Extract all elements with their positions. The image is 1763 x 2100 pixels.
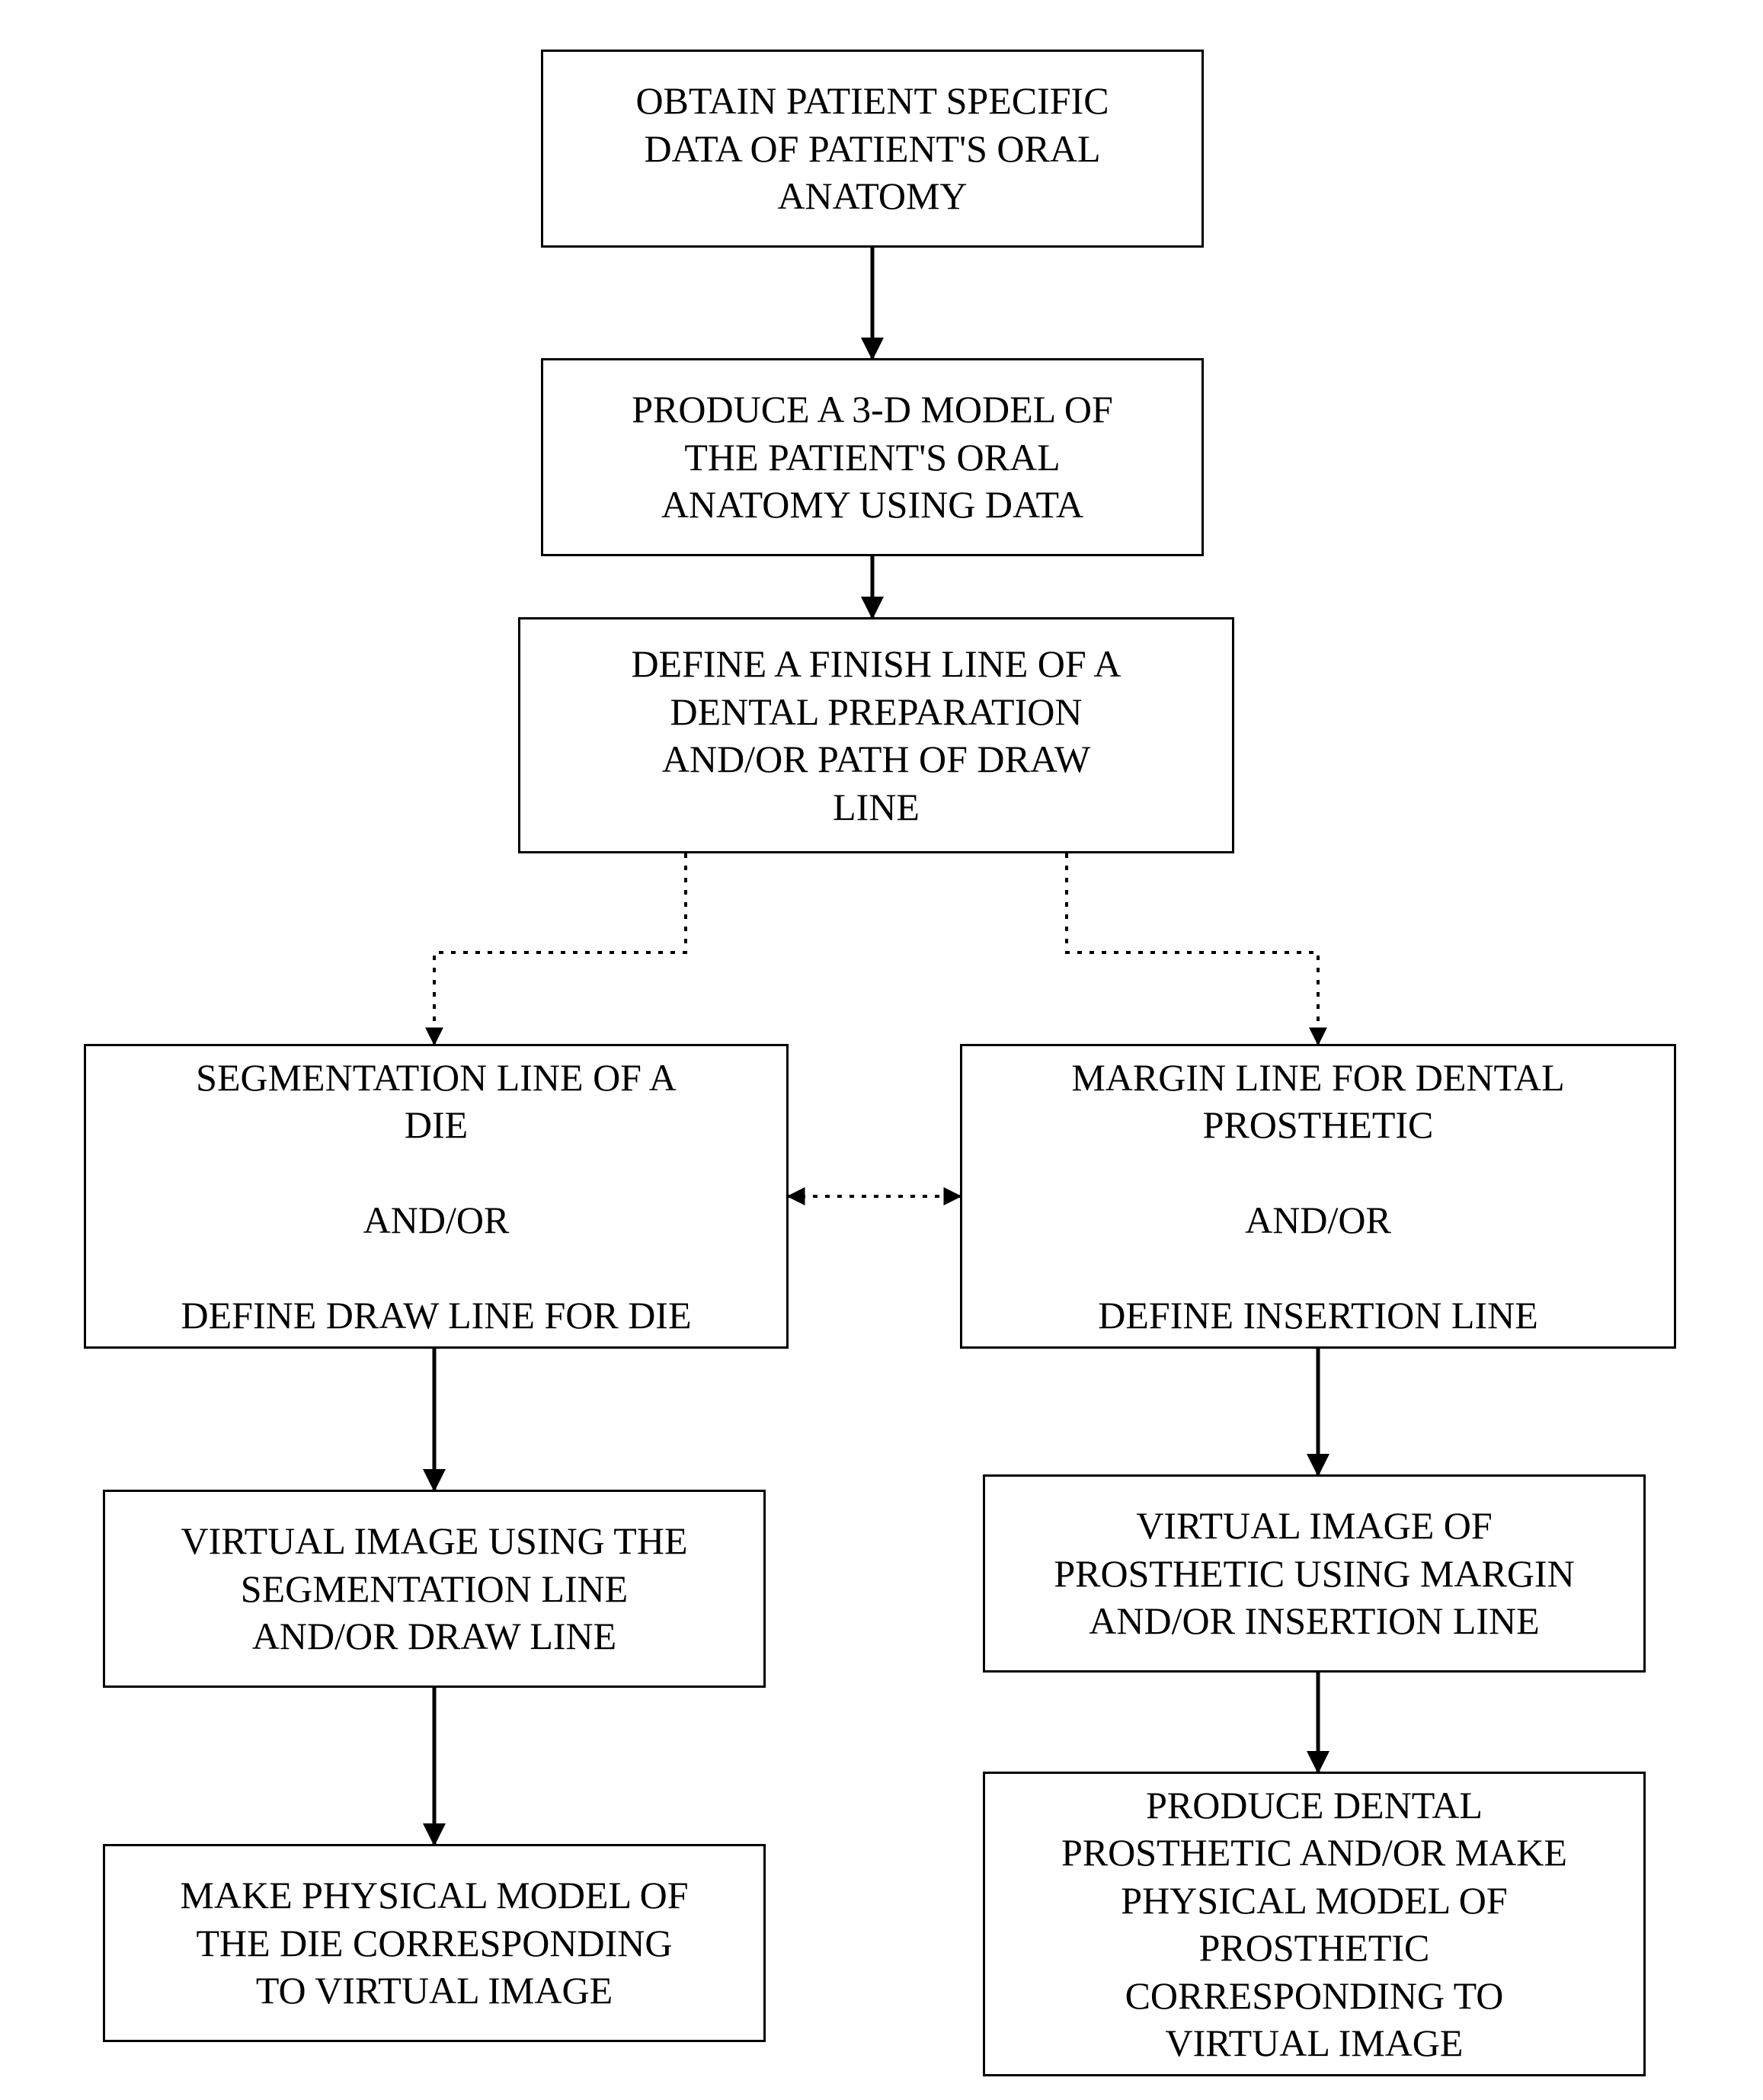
flow-node-margin-prosthetic: MARGIN LINE FOR DENTAL PROSTHETIC AND/OR… [960, 1044, 1676, 1349]
flowchart-canvas: OBTAIN PATIENT SPECIFIC DATA OF PATIENT'… [0, 0, 1763, 2100]
flow-node-virtual-image-die: VIRTUAL IMAGE USING THE SEGMENTATION LIN… [103, 1490, 766, 1688]
flow-node-obtain-data: OBTAIN PATIENT SPECIFIC DATA OF PATIENT'… [541, 50, 1204, 248]
flow-node-produce-3d-model: PRODUCE A 3-D MODEL OF THE PATIENT'S ORA… [541, 358, 1204, 556]
flow-node-produce-prosthetic: PRODUCE DENTAL PROSTHETIC AND/OR MAKE PH… [983, 1772, 1646, 2076]
flow-node-virtual-image-prosthetic: VIRTUAL IMAGE OF PROSTHETIC USING MARGIN… [983, 1474, 1646, 1673]
flow-node-segmentation-die: SEGMENTATION LINE OF A DIE AND/OR DEFINE… [84, 1044, 789, 1349]
flow-node-define-finish-line: DEFINE A FINISH LINE OF A DENTAL PREPARA… [518, 617, 1234, 853]
flow-node-physical-model-die: MAKE PHYSICAL MODEL OF THE DIE CORRESPON… [103, 1844, 766, 2042]
